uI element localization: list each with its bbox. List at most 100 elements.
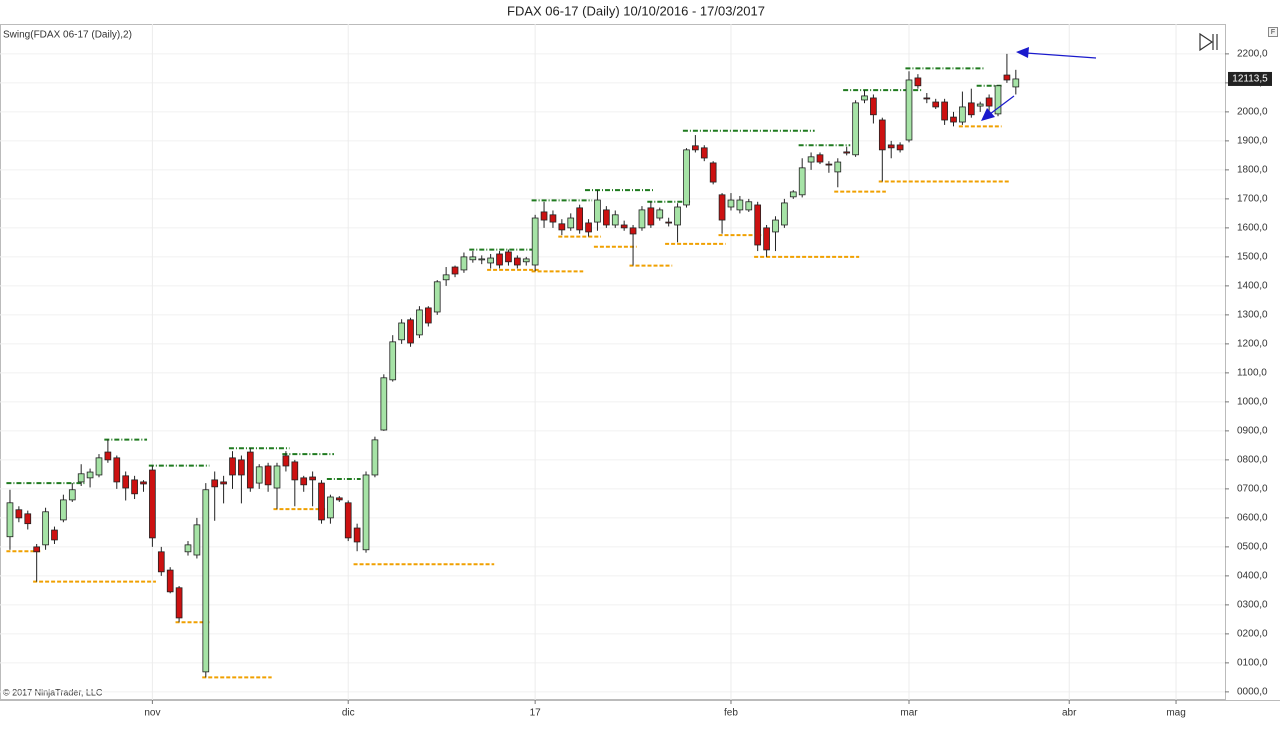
candle-body	[692, 145, 699, 151]
candle-body	[976, 103, 984, 107]
plot-frame	[0, 24, 1226, 700]
candle-body	[629, 227, 637, 235]
candle-body	[184, 544, 192, 553]
candle-body	[487, 257, 494, 264]
candle-body	[33, 546, 41, 553]
candle-body	[709, 162, 717, 183]
candle-body	[157, 551, 165, 573]
y-tick-label: 0200,0	[1237, 629, 1268, 640]
y-tick-label: 2000,0	[1237, 107, 1268, 118]
candle-body	[781, 202, 788, 226]
candle-body	[166, 569, 174, 593]
y-tick-label: 0100,0	[1237, 658, 1268, 669]
candle-body	[460, 256, 468, 271]
candle-body	[1012, 78, 1020, 88]
candle-body	[558, 223, 566, 231]
candle-body	[478, 258, 486, 261]
candle-body	[202, 489, 210, 673]
candle-body	[540, 211, 548, 221]
last-price-label: 12113,5	[1232, 74, 1268, 85]
y-tick-label: 1800,0	[1237, 165, 1268, 176]
candle-body	[985, 97, 993, 107]
candle-body	[282, 455, 290, 467]
candle-body	[505, 251, 512, 263]
candle-body	[923, 97, 931, 100]
y-tick-label: 0000,0	[1237, 687, 1268, 698]
candle-body	[531, 217, 539, 266]
candle-body	[870, 97, 877, 116]
candle-body	[905, 79, 913, 141]
candle-body	[807, 156, 815, 163]
candle-body	[950, 116, 957, 123]
candle-body	[238, 459, 245, 476]
y-tick-label: 0300,0	[1237, 600, 1268, 611]
candle-body	[104, 451, 112, 461]
candle-body	[318, 482, 325, 521]
candle-body	[878, 119, 886, 151]
y-tick-label: 1700,0	[1237, 194, 1268, 205]
candle-body	[700, 147, 708, 159]
panel-button[interactable]: F	[1268, 27, 1278, 37]
candle-body	[611, 214, 619, 226]
candle-body	[131, 479, 138, 495]
y-tick-label: 1900,0	[1237, 136, 1268, 147]
candle-body	[638, 209, 646, 229]
candle-body	[585, 222, 592, 233]
candle-body	[674, 206, 681, 226]
y-tick-label: 2200,0	[1237, 49, 1268, 60]
x-tick-label: mag	[1166, 708, 1185, 719]
candle-body	[514, 257, 521, 266]
candle-body	[77, 473, 85, 483]
candle-body	[451, 266, 459, 275]
candle-body	[42, 511, 49, 546]
candle-body	[816, 154, 824, 163]
candle-body	[255, 466, 263, 484]
candle-body	[665, 221, 673, 224]
y-tick-label: 1300,0	[1237, 310, 1268, 321]
swing-layer	[6, 67, 1011, 679]
candle-body	[763, 227, 770, 251]
axis-layer: 2200,02100,02000,01900,01800,01700,01600…	[144, 49, 1272, 719]
candle-body	[932, 101, 940, 108]
y-tick-label: 0400,0	[1237, 571, 1268, 582]
candle-body	[522, 258, 530, 263]
candle-body	[745, 201, 753, 211]
candle-body	[887, 144, 895, 149]
candle-body	[407, 319, 414, 344]
candle-body	[362, 474, 370, 551]
candle-body	[380, 377, 388, 431]
svg-text:F: F	[1271, 29, 1275, 36]
candle-body	[113, 457, 121, 483]
candle-body	[914, 77, 922, 87]
candle-body	[798, 167, 806, 196]
candle-body	[959, 106, 966, 123]
candle-body	[229, 457, 236, 476]
x-tick-label: mar	[900, 708, 918, 719]
y-tick-label: 1500,0	[1237, 252, 1268, 263]
candle-body	[576, 207, 583, 231]
candle-body	[442, 274, 450, 281]
candle-body	[149, 469, 156, 539]
candle-body	[496, 253, 503, 266]
candle-body	[789, 191, 797, 198]
y-tick-label: 1200,0	[1237, 339, 1268, 350]
x-tick-label: abr	[1062, 708, 1077, 719]
candle-body	[122, 475, 130, 489]
candle-body	[1003, 74, 1011, 81]
candle-body	[647, 207, 655, 226]
candle-body	[896, 144, 904, 151]
candle-body	[718, 194, 726, 221]
y-tick-label: 0600,0	[1237, 513, 1268, 524]
scroll-icon[interactable]	[1199, 32, 1218, 52]
candle-body	[353, 527, 361, 543]
candle-body	[95, 457, 103, 476]
candle-body	[6, 502, 14, 538]
candle-body	[861, 95, 868, 101]
candle-body	[656, 209, 664, 219]
candle-body	[736, 199, 744, 211]
y-tick-label: 0500,0	[1237, 542, 1268, 553]
candle-body	[246, 451, 254, 489]
candle-body	[398, 322, 405, 341]
